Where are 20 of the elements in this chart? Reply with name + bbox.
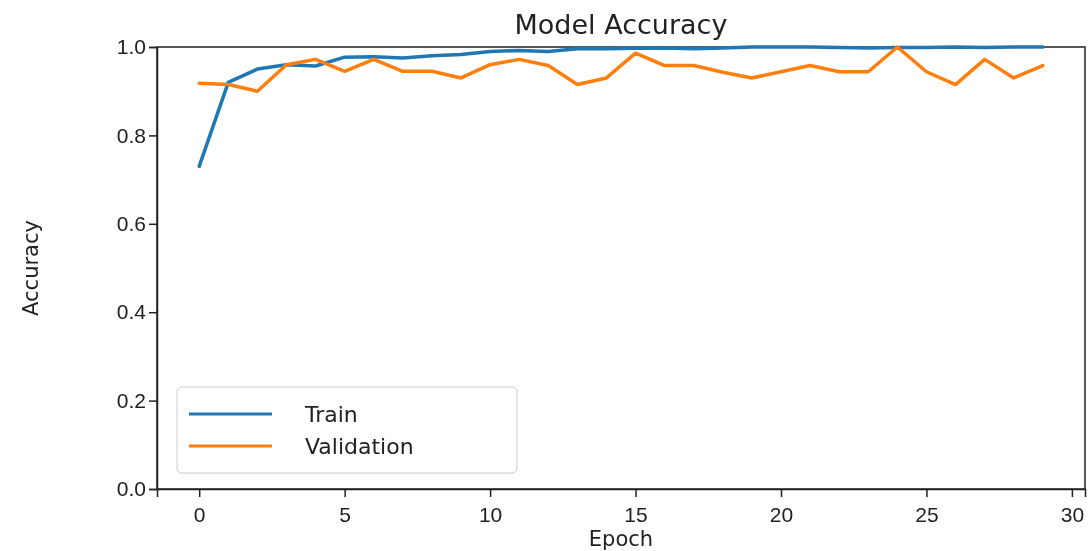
y-tick-label: 0.0: [116, 477, 146, 501]
x-tick-label: 15: [624, 503, 648, 527]
x-tick-label: 20: [769, 503, 794, 527]
line-series: [197, 45, 1045, 169]
x-tick-label: 0: [193, 503, 206, 527]
line-series: [197, 45, 1045, 93]
legend-label: Train: [304, 402, 358, 427]
x-tick-label: 10: [478, 503, 503, 527]
y-axis-title: Accuracy: [19, 220, 43, 316]
y-tick-label: 1.0: [116, 35, 146, 59]
x-tick-label: 5: [339, 503, 351, 527]
legend-label: Validation: [305, 434, 414, 459]
chart-title: Model Accuracy: [514, 9, 728, 40]
x-axis-title: Epoch: [588, 527, 654, 551]
y-tick-label: 0.6: [116, 212, 146, 236]
x-tick-label: 30: [1060, 503, 1085, 527]
y-tick-label: 0.4: [116, 300, 147, 324]
y-tick-label: 0.8: [116, 123, 146, 147]
x-tick-label: 25: [915, 503, 939, 527]
y-tick-label: 0.2: [116, 388, 146, 412]
